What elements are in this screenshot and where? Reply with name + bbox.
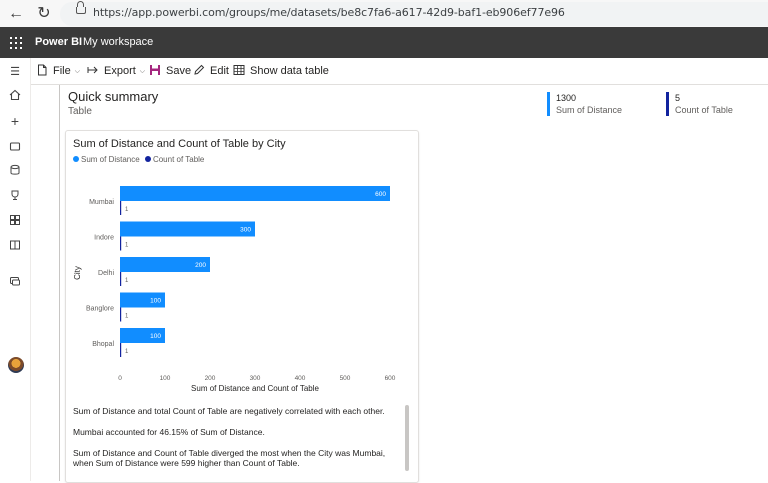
- page-subtitle: Table: [68, 106, 92, 117]
- category-label: Indore: [94, 235, 114, 242]
- page-title: Quick summary: [68, 89, 159, 104]
- bar-chart: Mumbai 600 1 Indore 300 1 Delhi 200 1 Banglore 100…: [73, 186, 396, 393]
- app-launcher-icon[interactable]: [10, 37, 22, 49]
- workspaces-icon[interactable]: [8, 275, 22, 289]
- data-label-count-of-table: 1: [125, 207, 129, 213]
- data-label-count-of-table: 1: [125, 349, 129, 355]
- narrative-line: Sum of Distance and Count of Table diver…: [73, 448, 386, 468]
- legend-label: Count of Table: [152, 155, 205, 164]
- bar-sum-of-distance[interactable]: [120, 221, 255, 237]
- x-tick-label: 300: [250, 375, 261, 382]
- narrative-line: Sum of Distance and total Count of Table…: [73, 406, 385, 416]
- data-label-count-of-table: 1: [125, 278, 129, 284]
- edit-label: Edit: [210, 65, 229, 77]
- lock-icon: [76, 1, 86, 14]
- bar-count-of-table[interactable]: [120, 236, 122, 251]
- command-bar: File ⌵ Export ⌵ Save Edit Show data table: [31, 58, 768, 85]
- my-workspace-avatar[interactable]: [8, 357, 24, 373]
- x-tick-label: 100: [160, 375, 171, 382]
- table-icon: [233, 65, 245, 75]
- x-tick-label: 200: [205, 375, 216, 382]
- x-axis-title: Sum of Distance and Count of Table: [191, 384, 319, 393]
- bar-count-of-table[interactable]: [120, 201, 122, 215]
- kpi-sum-of-distance: 1300 Sum of Distance: [547, 92, 622, 116]
- create-plus-icon[interactable]: +: [10, 113, 20, 129]
- show-data-table-button[interactable]: Show data table: [233, 64, 329, 78]
- category-label: Banglore: [86, 306, 114, 313]
- kpi-label: Count of Table: [675, 105, 733, 115]
- browse-folder-icon[interactable]: [8, 140, 22, 154]
- legend-dot-icon: [73, 156, 79, 162]
- x-tick-label: 500: [340, 375, 351, 382]
- edit-button[interactable]: Edit: [193, 64, 229, 78]
- bar-count-of-table[interactable]: [120, 343, 122, 357]
- data-hub-icon[interactable]: [8, 164, 22, 178]
- address-bar[interactable]: [60, 2, 768, 26]
- bar-sum-of-distance[interactable]: [120, 328, 165, 343]
- export-arrow-icon: [87, 66, 98, 74]
- bar-sum-of-distance[interactable]: [120, 257, 210, 272]
- save-label: Save: [166, 65, 192, 77]
- data-label-sum-of-distance: 300: [240, 227, 251, 234]
- bar-sum-of-distance[interactable]: [120, 292, 165, 308]
- data-label-count-of-table: 1: [125, 243, 129, 249]
- learn-book-icon[interactable]: [8, 239, 22, 253]
- data-label-sum-of-distance: 600: [375, 191, 386, 198]
- kpi-count-of-table: 5 Count of Table: [666, 92, 733, 116]
- save-button[interactable]: Save: [149, 64, 191, 78]
- x-tick-label: 0: [118, 375, 122, 382]
- category-label: Delhi: [98, 270, 114, 277]
- chevron-down-icon: ⌵: [139, 68, 146, 75]
- home-icon[interactable]: [8, 89, 22, 103]
- kpi-label: Sum of Distance: [556, 105, 623, 115]
- apps-grid-icon[interactable]: [8, 214, 22, 228]
- browser-toolbar: ← ↻ https://app.powerbi.com/groups/me/da…: [0, 0, 768, 27]
- kpi-value: 5: [675, 93, 681, 103]
- app-name[interactable]: Power BI: [35, 36, 83, 48]
- show-data-table-label: Show data table: [250, 65, 329, 77]
- bar-sum-of-distance[interactable]: [120, 186, 390, 201]
- legend-label: Sum of Distance: [81, 155, 140, 164]
- x-tick-label: 600: [385, 375, 396, 382]
- pencil-icon: [194, 64, 205, 75]
- category-label: Mumbai: [89, 199, 114, 206]
- chart-legend: Sum of Distance Count of Table: [73, 155, 207, 164]
- hamburger-menu-icon[interactable]: ☰: [10, 66, 20, 78]
- narrative-scrollbar[interactable]: [405, 405, 409, 471]
- data-label-count-of-table: 1: [125, 314, 129, 320]
- goals-trophy-icon[interactable]: [8, 189, 22, 203]
- kpi-value: 1300: [556, 93, 577, 103]
- bar-count-of-table[interactable]: [120, 272, 122, 286]
- bar-count-of-table[interactable]: [120, 307, 122, 322]
- workspace-name[interactable]: My workspace: [83, 36, 154, 48]
- file-menu[interactable]: File ⌵: [36, 64, 80, 78]
- refresh-icon[interactable]: ↻: [37, 5, 51, 22]
- export-menu[interactable]: Export ⌵: [87, 64, 145, 78]
- chevron-down-icon: ⌵: [74, 68, 81, 75]
- file-icon: [38, 64, 47, 76]
- left-nav-rail: ☰ +: [0, 58, 31, 481]
- app-header: Power BI My workspace: [0, 27, 768, 58]
- url-text[interactable]: https://app.powerbi.com/groups/me/datase…: [93, 6, 565, 19]
- file-label: File: [53, 65, 71, 77]
- x-tick-label: 400: [295, 375, 306, 382]
- y-axis-title: City: [73, 266, 82, 280]
- chart-card[interactable]: Sum of Distance and Count of Table by Ci…: [65, 130, 419, 483]
- legend-dot-icon: [144, 156, 151, 162]
- save-disk-icon: [150, 65, 160, 75]
- smart-narrative: Sum of Distance and total Count of Table…: [73, 406, 400, 479]
- data-label-sum-of-distance: 200: [195, 262, 206, 269]
- data-label-sum-of-distance: 100: [150, 333, 161, 340]
- chart-title: Sum of Distance and Count of Table by Ci…: [73, 138, 286, 150]
- export-label: Export: [104, 65, 136, 77]
- legend-item-count-of-table[interactable]: Count of Table: [144, 155, 205, 164]
- legend-item-sum-of-distance[interactable]: Sum of Distance: [73, 155, 140, 164]
- data-label-sum-of-distance: 100: [150, 298, 161, 305]
- back-arrow-icon[interactable]: ←: [8, 5, 24, 22]
- category-label: Bhopal: [92, 341, 114, 348]
- narrative-line: Mumbai accounted for 46.15% of Sum of Di…: [73, 427, 265, 437]
